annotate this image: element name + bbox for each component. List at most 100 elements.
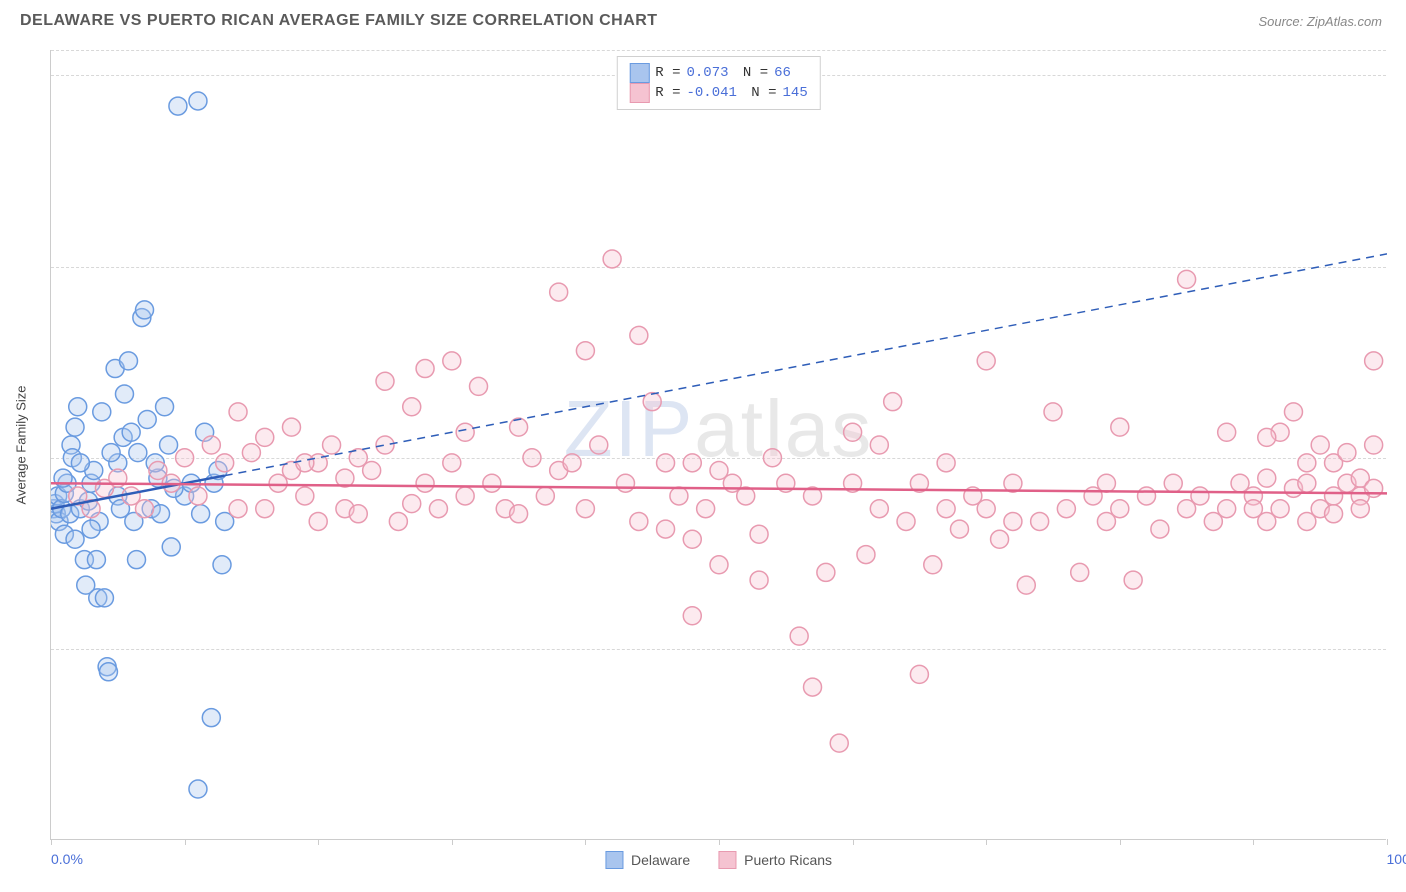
point-puertorican	[630, 512, 648, 530]
point-puertorican	[216, 454, 234, 472]
scatter-svg	[51, 50, 1387, 840]
point-puertorican	[1191, 487, 1209, 505]
x-axis-min-label: 0.0%	[51, 851, 83, 867]
point-puertorican	[657, 520, 675, 538]
point-puertorican	[242, 444, 260, 462]
point-puertorican	[683, 607, 701, 625]
point-puertorican	[1111, 418, 1129, 436]
point-delaware	[202, 709, 220, 727]
point-puertorican	[550, 283, 568, 301]
point-puertorican	[1258, 469, 1276, 487]
point-puertorican	[1365, 436, 1383, 454]
point-puertorican	[750, 571, 768, 589]
point-puertorican	[937, 454, 955, 472]
point-puertorican	[950, 520, 968, 538]
ytick-label: 5.00	[1392, 67, 1406, 83]
legend-label-puertorican: Puerto Ricans	[744, 852, 832, 868]
point-puertorican	[884, 393, 902, 411]
point-puertorican	[683, 454, 701, 472]
point-puertorican	[296, 487, 314, 505]
point-delaware	[169, 97, 187, 115]
point-puertorican	[256, 500, 274, 518]
point-puertorican	[189, 487, 207, 505]
source-label: Source: ZipAtlas.com	[1258, 14, 1382, 29]
point-puertorican	[256, 428, 274, 446]
point-puertorican	[403, 495, 421, 513]
point-puertorican	[229, 403, 247, 421]
legend-row-puertorican: R = -0.041 N = 145	[629, 83, 807, 103]
ytick-label: 2.75	[1392, 641, 1406, 657]
point-puertorican	[630, 326, 648, 344]
trendline-extrapolated	[225, 254, 1387, 476]
point-puertorican	[1097, 512, 1115, 530]
point-delaware	[152, 505, 170, 523]
x-axis-max-label: 100.0%	[1387, 851, 1406, 867]
point-puertorican	[456, 423, 474, 441]
point-puertorican	[323, 436, 341, 454]
point-delaware	[160, 436, 178, 454]
point-puertorican	[870, 500, 888, 518]
point-puertorican	[1271, 500, 1289, 518]
point-puertorican	[1057, 500, 1075, 518]
point-puertorican	[977, 352, 995, 370]
point-puertorican	[750, 525, 768, 543]
point-puertorican	[389, 512, 407, 530]
point-puertorican	[857, 546, 875, 564]
point-puertorican	[1365, 479, 1383, 497]
point-delaware	[189, 780, 207, 798]
point-puertorican	[991, 530, 1009, 548]
y-axis-label: Average Family Size	[14, 385, 29, 504]
point-puertorican	[1164, 474, 1182, 492]
point-delaware	[129, 444, 147, 462]
point-puertorican	[176, 449, 194, 467]
point-delaware	[71, 454, 89, 472]
point-puertorican	[1071, 563, 1089, 581]
legend-item-puertorican: Puerto Ricans	[718, 851, 832, 869]
legend-swatch-puertorican	[718, 851, 736, 869]
point-delaware	[102, 444, 120, 462]
point-puertorican	[844, 423, 862, 441]
point-puertorican	[1311, 436, 1329, 454]
point-puertorican	[790, 627, 808, 645]
point-puertorican	[1365, 352, 1383, 370]
point-puertorican	[657, 454, 675, 472]
point-puertorican	[670, 487, 688, 505]
point-puertorican	[910, 665, 928, 683]
point-puertorican	[403, 398, 421, 416]
point-puertorican	[1151, 520, 1169, 538]
point-puertorican	[282, 418, 300, 436]
point-delaware	[95, 589, 113, 607]
point-puertorican	[510, 505, 528, 523]
point-puertorican	[817, 563, 835, 581]
point-puertorican	[349, 505, 367, 523]
point-puertorican	[1097, 474, 1115, 492]
point-puertorican	[576, 342, 594, 360]
legend-r-value-delaware: 0.073	[686, 65, 728, 81]
legend-row-delaware: R = 0.073 N = 66	[629, 63, 807, 83]
point-delaware	[192, 505, 210, 523]
legend-n-value-delaware: 66	[774, 65, 791, 81]
point-delaware	[119, 352, 137, 370]
point-delaware	[69, 398, 87, 416]
point-puertorican	[1218, 423, 1236, 441]
legend-swatch-delaware	[629, 63, 649, 83]
point-delaware	[66, 418, 84, 436]
point-delaware	[189, 92, 207, 110]
point-puertorican	[456, 487, 474, 505]
point-puertorican	[296, 454, 314, 472]
point-puertorican	[830, 734, 848, 752]
legend-swatch-delaware	[605, 851, 623, 869]
point-puertorican	[763, 449, 781, 467]
point-puertorican	[937, 500, 955, 518]
point-puertorican	[523, 449, 541, 467]
point-puertorican	[977, 500, 995, 518]
point-delaware	[156, 398, 174, 416]
point-puertorican	[1218, 500, 1236, 518]
point-puertorican	[1031, 512, 1049, 530]
point-puertorican	[1284, 403, 1302, 421]
point-delaware	[82, 520, 100, 538]
point-delaware	[128, 551, 146, 569]
legend-n-label: N =	[743, 85, 777, 101]
point-delaware	[138, 411, 156, 429]
point-puertorican	[683, 530, 701, 548]
